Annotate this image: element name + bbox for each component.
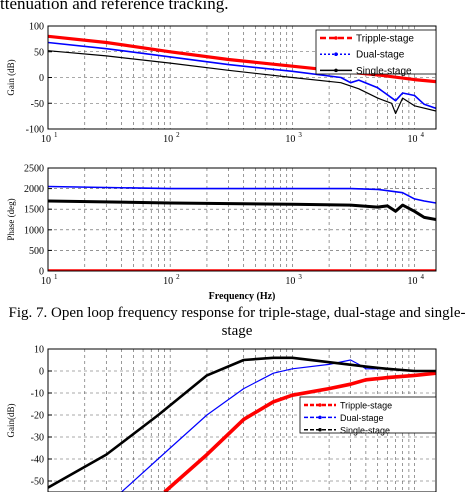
x-tick-label: 10 <box>407 276 417 287</box>
y-tick-label: -50 <box>31 99 44 110</box>
grid <box>48 26 436 129</box>
grid <box>48 168 436 271</box>
legend-box <box>299 396 437 434</box>
legend-label: Tripple-stage <box>340 401 392 411</box>
series-group <box>48 356 436 492</box>
y-tick-label: 50 <box>34 47 44 58</box>
x-axis-label: Frequency (Hz) <box>209 291 276 302</box>
y-axis-label: Gain (dB) <box>6 59 16 95</box>
x-tick-label: 10 <box>41 134 51 145</box>
y-axis-label: Gain(dB) <box>6 404 16 438</box>
x-tick-exponent: 1 <box>54 273 58 281</box>
x-tick-label: 10 <box>285 276 295 287</box>
x-tick-label: 10 <box>163 276 173 287</box>
y-tick-label: -50 <box>31 477 44 488</box>
legend-label: Dual-stage <box>340 413 384 423</box>
y-tick-label: 0 <box>39 73 44 84</box>
y-tick-label: 100 <box>29 22 44 33</box>
legend-marker <box>318 403 322 407</box>
x-tick-exponent: 2 <box>176 131 180 139</box>
axes-box <box>47 167 437 272</box>
y-tick-label: 0 <box>39 267 44 278</box>
x-tick-label: 10 <box>285 134 295 145</box>
series-group <box>48 185 436 271</box>
series-line-tripple-stage <box>48 34 436 84</box>
legend-marker <box>318 415 322 420</box>
legend-label: Tripple-stage <box>356 34 414 45</box>
y-tick-label: -100 <box>26 125 44 136</box>
chart-panel-3: 10 0 -10 -20 -30 -40 -50 Gain(dB) Tripple-stage D… <box>6 345 437 492</box>
caption-line-1: Fig. 7. Open loop frequency response for… <box>8 305 466 321</box>
series-line-dual-stage <box>48 185 436 204</box>
legend-marker <box>334 36 338 40</box>
y-tick-label: -40 <box>31 455 44 466</box>
legend-marker <box>334 52 338 56</box>
x-tick-label: 10 <box>163 134 173 145</box>
series-line-dual-stage <box>48 41 436 110</box>
y-tick-label: 2500 <box>24 164 44 175</box>
x-tick-exponent: 4 <box>420 131 424 139</box>
legend-label: Dual-stage <box>356 50 405 61</box>
y-tick-label: -10 <box>31 389 44 400</box>
figure-caption: Fig. 7. Open loop frequency response for… <box>0 304 474 340</box>
x-tick-label: 10 <box>407 134 417 145</box>
x-tick-exponent: 4 <box>420 273 424 281</box>
y-tick-label: 2000 <box>24 184 44 195</box>
series-line-tripple-stage <box>163 371 436 492</box>
x-tick-exponent: 3 <box>298 273 302 281</box>
legend-label: Single-stage <box>356 66 412 77</box>
series-line-single-stage <box>48 50 436 115</box>
legend-label: Single-stage <box>340 425 390 435</box>
series-line-single-stage <box>48 199 436 221</box>
y-tick-label: 10 <box>34 345 44 356</box>
grid <box>48 349 436 492</box>
series-group <box>48 34 436 115</box>
y-tick-label: 0 <box>39 367 44 378</box>
y-tick-label: 1000 <box>24 225 44 236</box>
y-axis-label: Phase (deg) <box>6 198 16 240</box>
x-tick-exponent: 3 <box>298 131 302 139</box>
top-text-line: ttenuation and reference tracking. <box>0 0 229 13</box>
series-line-single-stage <box>48 356 436 489</box>
y-tick-label: -30 <box>31 433 44 444</box>
x-tick-label: 10 <box>41 276 51 287</box>
y-tick-label: 500 <box>29 246 44 257</box>
x-tick-exponent: 2 <box>176 273 180 281</box>
legend-marker <box>334 68 338 73</box>
y-tick-label: 1500 <box>24 205 44 216</box>
y-tick-label: -20 <box>31 411 44 422</box>
x-tick-exponent: 1 <box>54 131 58 139</box>
caption-line-2: stage <box>221 323 253 339</box>
legend-marker <box>318 427 322 432</box>
